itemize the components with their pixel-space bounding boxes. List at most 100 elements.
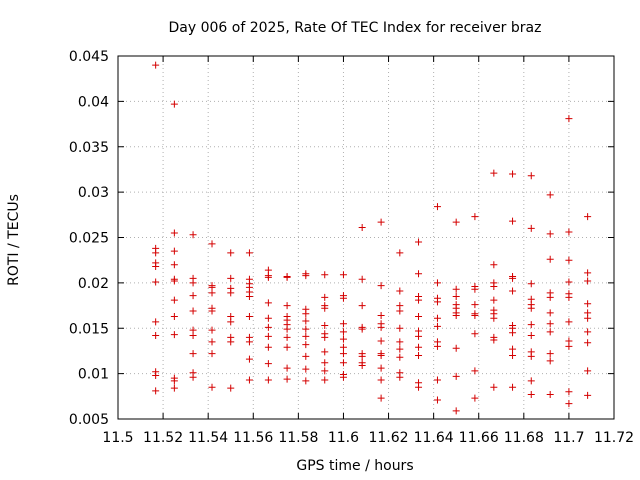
- data-point: [283, 364, 291, 372]
- data-point: [245, 249, 253, 257]
- data-point: [565, 318, 573, 326]
- data-point: [527, 332, 535, 340]
- data-point: [433, 342, 441, 350]
- data-point: [433, 396, 441, 404]
- data-point: [321, 359, 329, 367]
- data-point: [415, 383, 423, 391]
- data-point: [509, 170, 517, 178]
- x-tick-label: 11.7: [553, 430, 584, 446]
- data-point: [339, 335, 347, 343]
- data-point: [208, 289, 216, 297]
- data-point: [302, 317, 310, 325]
- data-point: [471, 301, 479, 309]
- data-point: [152, 318, 160, 326]
- data-point: [396, 307, 404, 315]
- data-point: [546, 293, 554, 301]
- data-point: [152, 371, 160, 379]
- data-point: [302, 310, 310, 318]
- data-point: [208, 383, 216, 391]
- data-point: [339, 350, 347, 358]
- y-tick-label: 0.02: [78, 276, 109, 292]
- y-tick-label: 0.025: [69, 231, 109, 247]
- data-point: [170, 229, 178, 237]
- data-point: [339, 328, 347, 336]
- data-point: [415, 343, 423, 351]
- data-point: [490, 314, 498, 322]
- data-point: [283, 343, 291, 351]
- data-point: [490, 261, 498, 269]
- chart-title: Day 006 of 2025, Rate Of TEC Index for r…: [169, 20, 542, 36]
- data-point: [302, 352, 310, 360]
- data-point: [339, 294, 347, 302]
- x-tick-label: 11.72: [594, 430, 634, 446]
- data-point: [283, 302, 291, 310]
- data-point: [245, 355, 253, 363]
- data-point: [377, 394, 385, 402]
- data-point: [208, 240, 216, 248]
- data-point: [584, 213, 592, 221]
- data-point: [584, 367, 592, 375]
- data-point: [189, 350, 197, 358]
- data-point: [170, 247, 178, 255]
- data-point: [584, 328, 592, 336]
- data-point: [396, 345, 404, 353]
- data-point: [245, 292, 253, 300]
- data-point: [283, 333, 291, 341]
- data-point: [565, 278, 573, 286]
- data-point: [208, 338, 216, 346]
- data-point: [471, 367, 479, 375]
- x-tick-label: 11.52: [143, 430, 183, 446]
- x-tick-label: 11.66: [459, 430, 499, 446]
- data-point: [321, 333, 329, 341]
- data-point: [509, 329, 517, 337]
- data-point: [208, 326, 216, 334]
- data-point: [433, 279, 441, 287]
- data-point: [339, 373, 347, 381]
- data-point: [396, 338, 404, 346]
- data-point: [264, 314, 272, 322]
- data-point: [527, 224, 535, 232]
- data-point: [415, 312, 423, 320]
- data-point: [546, 191, 554, 199]
- data-point: [565, 115, 573, 123]
- data-point: [245, 312, 253, 320]
- data-point: [321, 348, 329, 356]
- x-tick-label: 11.62: [368, 430, 408, 446]
- data-point: [509, 287, 517, 295]
- data-point: [358, 302, 366, 310]
- data-point: [302, 365, 310, 373]
- data-point: [208, 307, 216, 315]
- data-point: [471, 312, 479, 320]
- data-point: [584, 314, 592, 322]
- data-point: [415, 296, 423, 304]
- data-point: [189, 292, 197, 300]
- y-tick-label: 0.01: [78, 367, 109, 383]
- y-tick-label: 0.04: [78, 94, 109, 110]
- data-point: [189, 279, 197, 287]
- data-point: [245, 338, 253, 346]
- axis-ticks: [117, 55, 615, 420]
- data-point: [546, 230, 554, 238]
- data-point: [245, 376, 253, 384]
- data-point: [433, 322, 441, 330]
- data-point: [170, 277, 178, 285]
- data-point: [452, 285, 460, 293]
- data-point: [227, 249, 235, 257]
- y-tick-labels: 0.005 0.01 0.015 0.02 0.025 0.03 0.035 0.04 0.04…: [69, 49, 109, 428]
- data-point: [339, 343, 347, 351]
- data-point: [490, 336, 498, 344]
- y-tick-label: 0.015: [69, 321, 109, 337]
- data-point: [302, 377, 310, 385]
- data-point: [283, 325, 291, 333]
- data-point: [358, 352, 366, 360]
- data-point: [471, 285, 479, 293]
- data-point: [170, 384, 178, 392]
- x-tick-labels: 11.5 11.52 11.54 11.56 11.58 11.6 11.62 11.64 11…: [102, 430, 634, 446]
- data-point: [527, 172, 535, 180]
- data-point: [170, 377, 178, 385]
- data-point: [321, 304, 329, 312]
- data-point: [377, 312, 385, 320]
- data-point: [433, 376, 441, 384]
- data-point: [189, 332, 197, 340]
